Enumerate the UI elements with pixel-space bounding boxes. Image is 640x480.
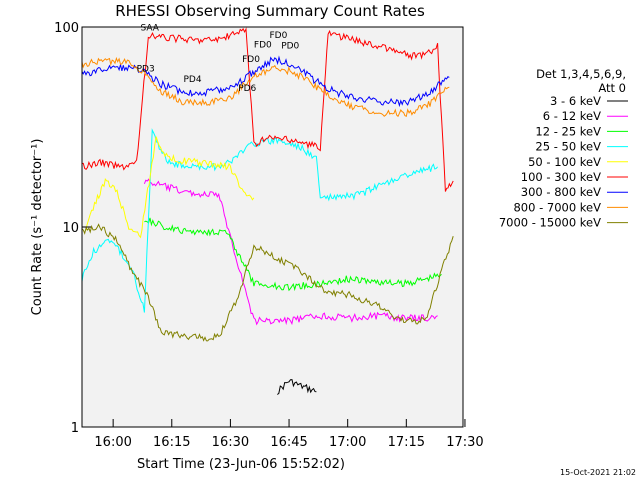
- axes-layer: 16:00 16:15 16:30 16:45 17:00 17:15 17:30 1 10 10…: [54, 21, 484, 450]
- annotation-label-3: FD0: [254, 41, 272, 51]
- x-tick-label-1: 16:15: [153, 435, 190, 450]
- x-tick-label-3: 16:45: [270, 435, 307, 450]
- x-axis-label: Start Time (23-Jun-06 15:52:02): [137, 457, 345, 472]
- y-axis-label: Count Rate (s⁻¹ detector⁻¹): [30, 139, 45, 316]
- legend-label-0: 3 - 6 keV: [550, 94, 601, 108]
- legend-label-7: 800 - 7000 keV: [513, 200, 601, 214]
- series-layer: [81, 27, 454, 395]
- series-line-8: [81, 223, 454, 342]
- legend-header-0: Det 1,3,4,5,6,9,: [536, 67, 626, 81]
- y-tick-label-2: 100: [54, 21, 79, 36]
- series-line-5: [81, 27, 454, 192]
- annotation-label-7: PD0: [281, 42, 299, 52]
- annotation-label-2: PD4: [184, 75, 202, 85]
- annotation-label-4: FD0: [242, 55, 260, 65]
- x-tick-label-6: 17:30: [446, 435, 483, 450]
- legend-label-6: 300 - 800 keV: [521, 185, 601, 199]
- annotation-label-6: FD0: [270, 31, 288, 41]
- plot-timestamp: 15-Oct-2021 21:02: [560, 468, 636, 477]
- legend-label-8: 7000 - 15000 keV: [499, 216, 601, 230]
- legend-label-2: 12 - 25 keV: [535, 124, 601, 138]
- legend-header-1: Att 0: [598, 81, 626, 95]
- series-line-6: [81, 55, 450, 108]
- series-line-2: [144, 217, 442, 292]
- legend-label-5: 100 - 300 keV: [521, 170, 601, 184]
- legend-label-1: 6 - 12 keV: [543, 109, 601, 123]
- y-tick-label-0: 1: [71, 421, 79, 436]
- x-tick-label-2: 16:30: [212, 435, 249, 450]
- y-tick-label-1: 10: [62, 221, 79, 236]
- chart-title: RHESSI Observing Summary Count Rates: [115, 2, 425, 20]
- series-line-7: [81, 56, 450, 118]
- legend-label-4: 50 - 100 keV: [528, 155, 601, 169]
- legend-label-3: 25 - 50 keV: [535, 140, 601, 154]
- x-tick-label-5: 17:15: [388, 435, 425, 450]
- series-line-1: [143, 178, 438, 326]
- x-tick-label-4: 17:00: [329, 435, 366, 450]
- x-tick-label-0: 16:00: [94, 435, 131, 450]
- series-line-4: [85, 136, 255, 239]
- annotation-label-5: PD6: [238, 84, 256, 94]
- plot-area: [82, 27, 463, 427]
- series-line-0: [277, 379, 317, 395]
- annotation-label-1: PD3: [137, 64, 155, 74]
- annotation-label-0: SAA: [141, 24, 160, 34]
